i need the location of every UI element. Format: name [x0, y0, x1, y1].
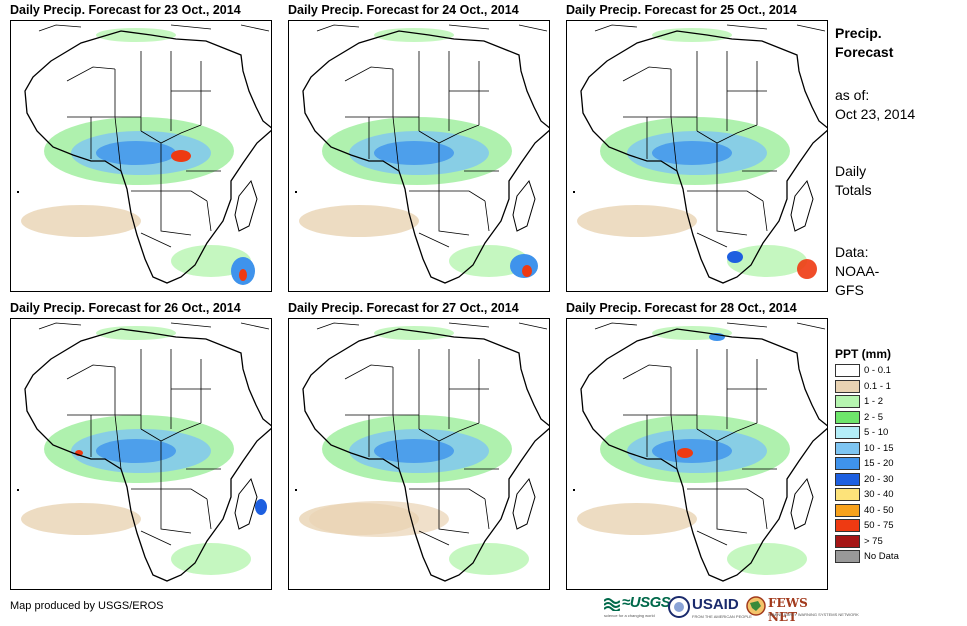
legend-row: 30 - 40: [835, 487, 955, 503]
data-source: Data: NOAA- GFS: [835, 244, 880, 298]
legend-label: 50 - 75: [864, 520, 894, 532]
legend-label: > 75: [864, 535, 883, 547]
globe-icon: [746, 596, 766, 616]
legend-row: 2 - 5: [835, 410, 955, 426]
legend-swatch: [835, 395, 860, 409]
fews-net-tagline: FAMINE EARLY WARNING SYSTEMS NETWORK: [768, 612, 859, 617]
panel-title: Daily Precip. Forecast for 23 Oct., 2014: [10, 3, 241, 17]
daily-totals-label: Daily Totals: [835, 163, 872, 198]
as-of-date: as of: Oct 23, 2014: [835, 87, 916, 122]
legend-swatch: [835, 441, 860, 455]
legend-row: 40 - 50: [835, 503, 955, 519]
legend-row: 20 - 30: [835, 472, 955, 488]
legend-row: 5 - 10: [835, 425, 955, 441]
usaid-logo: USAID FROM THE AMERICAN PEOPLE: [692, 594, 752, 620]
legend-swatch: [835, 488, 860, 502]
seal-icon: [668, 596, 690, 618]
legend-label: 2 - 5: [864, 411, 884, 423]
legend-row: 15 - 20: [835, 456, 955, 472]
panel-title: Daily Precip. Forecast for 24 Oct., 2014: [288, 3, 519, 17]
legend-swatch: [835, 457, 860, 471]
legend-swatch: [835, 503, 860, 517]
forecast-panel-3: Daily Precip. Forecast for 25 Oct., 2014: [566, 2, 828, 294]
legend-row: 10 - 15: [835, 441, 955, 457]
legend-row: 0 - 0.1: [835, 363, 955, 379]
precip-map: [10, 20, 272, 292]
legend-swatch: [835, 379, 860, 393]
fews-net-logo: FEWS NET FAMINE EARLY WARNING SYSTEMS NE…: [746, 594, 859, 624]
precip-legend: PPT (mm) 0 - 0.1 0.1 - 1 1 - 2 2 - 5 5 - 10 1…: [835, 345, 955, 565]
legend-row: 50 - 75: [835, 518, 955, 534]
usgs-tagline: science for a changing world: [604, 613, 655, 618]
legend-label: 0.1 - 1: [864, 380, 891, 392]
map-credit: Map produced by USGS/EROS: [10, 600, 164, 612]
legend-swatch: [835, 550, 860, 564]
legend-label: 20 - 30: [864, 473, 894, 485]
panel-title: Daily Precip. Forecast for 26 Oct., 2014: [10, 301, 241, 315]
legend-label: 0 - 0.1: [864, 365, 891, 377]
panel-title: Daily Precip. Forecast for 28 Oct., 2014: [566, 301, 797, 315]
fews-net-wordmark: FEWS NET: [768, 596, 808, 624]
legend-label: 30 - 40: [864, 489, 894, 501]
legend-row: No Data: [835, 549, 955, 565]
legend-label: 40 - 50: [864, 504, 894, 516]
usaid-wordmark: USAID: [692, 596, 739, 613]
legend-row: > 75: [835, 534, 955, 550]
legend-swatch: [835, 472, 860, 486]
legend-swatch: [835, 426, 860, 440]
forecast-panel-1: Daily Precip. Forecast for 23 Oct., 2014: [10, 2, 272, 294]
legend-title: PPT (mm): [835, 347, 892, 361]
usaid-tagline: FROM THE AMERICAN PEOPLE: [692, 614, 752, 619]
legend-row: 1 - 2: [835, 394, 955, 410]
usgs-wave-icon: [604, 598, 620, 611]
legend-swatch: [835, 519, 860, 533]
usgs-wordmark: ≈USGS: [622, 594, 671, 611]
precip-map: [10, 318, 272, 590]
forecast-panel-4: Daily Precip. Forecast for 26 Oct., 2014: [10, 300, 272, 592]
legend-label: 5 - 10: [864, 427, 889, 439]
legend-swatch: [835, 534, 860, 548]
forecast-title: Precip. Forecast: [835, 25, 894, 60]
legend-label: 1 - 2: [864, 396, 884, 408]
legend-swatch: [835, 410, 860, 424]
legend-row: 0.1 - 1: [835, 379, 955, 395]
forecast-panel-5: Daily Precip. Forecast for 27 Oct., 2014: [288, 300, 550, 592]
legend-swatch: [835, 364, 860, 378]
forecast-panel-6: Daily Precip. Forecast for 28 Oct., 2014: [566, 300, 828, 592]
precip-map: [288, 20, 550, 292]
precip-map: [566, 20, 828, 292]
legend-label: 10 - 15: [864, 442, 894, 454]
precip-map: [288, 318, 550, 590]
legend-label: No Data: [864, 551, 899, 563]
legend-label: 15 - 20: [864, 458, 894, 470]
panel-title: Daily Precip. Forecast for 25 Oct., 2014: [566, 3, 797, 17]
precip-map: [566, 318, 828, 590]
forecast-panel-2: Daily Precip. Forecast for 24 Oct., 2014: [288, 2, 550, 294]
panel-title: Daily Precip. Forecast for 27 Oct., 2014: [288, 301, 519, 315]
usgs-logo: ≈USGS science for a changing world: [604, 594, 671, 620]
